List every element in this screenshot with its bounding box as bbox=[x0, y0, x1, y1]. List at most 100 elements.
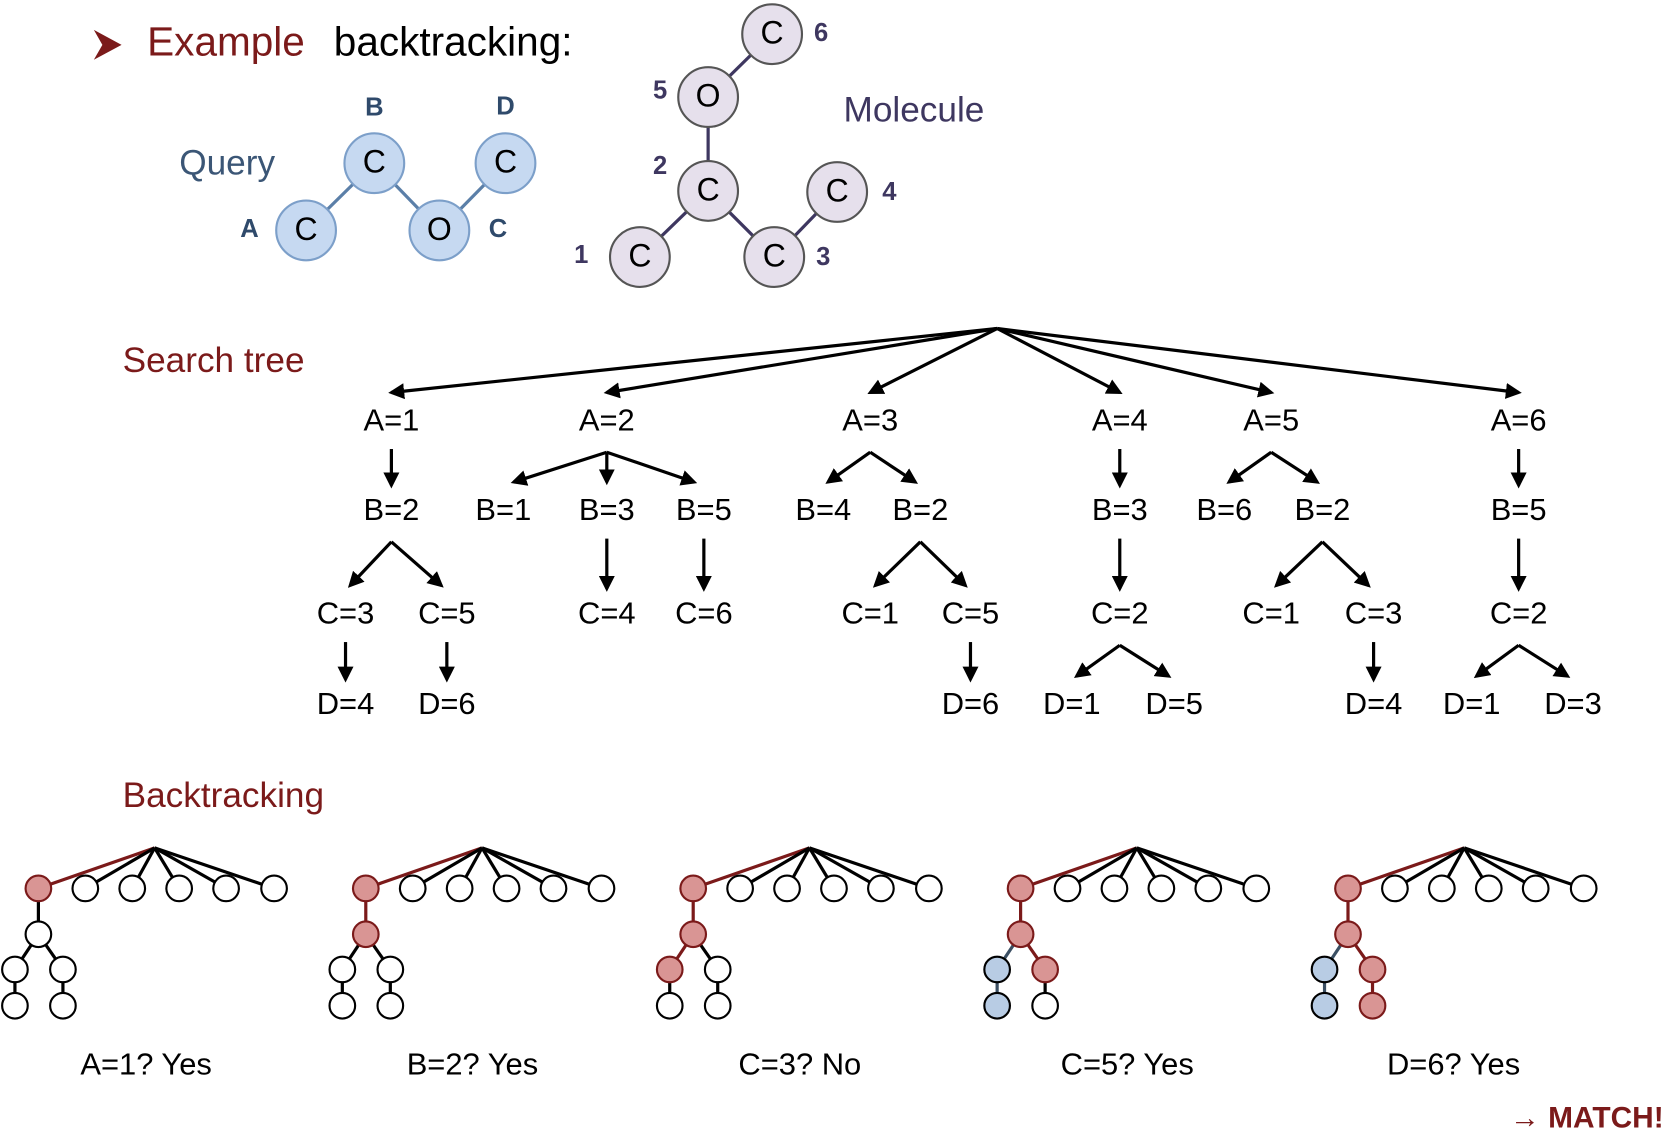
tree-node-label: B=5 bbox=[676, 492, 732, 527]
tree-edge bbox=[1118, 643, 1172, 678]
mini-node bbox=[49, 955, 77, 984]
query-atom bbox=[474, 132, 537, 195]
mini-node bbox=[1147, 874, 1176, 903]
mini-node bbox=[1474, 874, 1503, 903]
mini-node bbox=[351, 920, 380, 949]
tree-node-label: B=2 bbox=[363, 492, 419, 527]
mini-edge bbox=[1136, 846, 1257, 890]
mini-node bbox=[24, 920, 53, 949]
mini-node bbox=[539, 874, 568, 903]
tree-edge bbox=[1073, 643, 1121, 679]
tree-edge bbox=[510, 450, 608, 486]
step-caption: D=6? Yes bbox=[1387, 1047, 1520, 1082]
tree-edge bbox=[996, 326, 1275, 398]
mini-node bbox=[118, 874, 147, 903]
mini-node bbox=[1031, 991, 1059, 1020]
mini-node bbox=[1053, 874, 1082, 903]
mini-edge bbox=[365, 846, 483, 890]
mini-node bbox=[983, 991, 1011, 1020]
molecule-atom-id: 2 bbox=[653, 152, 667, 180]
molecule-atom bbox=[677, 160, 740, 222]
mini-node bbox=[328, 955, 357, 984]
mini-node bbox=[1334, 920, 1362, 949]
query-atom-id: B bbox=[365, 94, 383, 122]
molecule-atom-id: 3 bbox=[816, 243, 830, 271]
query-atom-symbol: O bbox=[427, 211, 452, 247]
mini-node bbox=[1100, 874, 1129, 903]
tree-node-label: C=4 bbox=[578, 596, 636, 631]
mini-node bbox=[1310, 955, 1339, 984]
tree-node-label: C=5 bbox=[418, 596, 476, 631]
molecule-atom-id: 6 bbox=[814, 19, 828, 47]
query-label: Query bbox=[179, 144, 275, 183]
tree-node-label: A=3 bbox=[842, 403, 898, 438]
mini-node bbox=[1569, 874, 1598, 903]
tree-edge bbox=[869, 450, 919, 484]
molecule-atom bbox=[741, 3, 804, 66]
molecule-atom-symbol: C bbox=[761, 15, 784, 51]
step-caption: C=3? No bbox=[738, 1047, 861, 1082]
tree-edge bbox=[390, 540, 444, 588]
tree-node-label: A=4 bbox=[1092, 403, 1148, 438]
mini-node bbox=[376, 991, 405, 1020]
mini-node bbox=[726, 874, 754, 903]
tree-node-label: D=4 bbox=[317, 686, 375, 721]
tree-edge bbox=[1274, 540, 1324, 588]
mini-node bbox=[1358, 991, 1387, 1020]
mini-edge bbox=[37, 846, 156, 890]
tree-edge bbox=[388, 326, 998, 400]
tree-node-label: B=2 bbox=[892, 492, 948, 527]
molecule-atom bbox=[677, 66, 740, 129]
tree-node-label: B=6 bbox=[1196, 492, 1252, 527]
tree-node-label: A=1 bbox=[363, 403, 419, 438]
tree-node-label: B=2 bbox=[1294, 492, 1350, 527]
tree-node-label: D=6 bbox=[418, 686, 476, 721]
tree-edge bbox=[1517, 643, 1571, 678]
mini-node bbox=[1358, 955, 1387, 984]
tree-edge bbox=[872, 540, 922, 588]
tree-node-label: A=2 bbox=[579, 403, 635, 438]
molecule-atom-id: 1 bbox=[574, 241, 588, 269]
query-atom-id: D bbox=[496, 93, 514, 121]
mini-node bbox=[260, 874, 288, 903]
bullet bbox=[93, 29, 122, 60]
mini-node bbox=[820, 874, 848, 903]
tree-node-label: B=3 bbox=[1092, 492, 1148, 527]
tree-node-label: D=5 bbox=[1145, 686, 1203, 721]
mini-node bbox=[587, 874, 616, 903]
mini-node bbox=[1427, 874, 1456, 903]
molecule-atom bbox=[743, 226, 806, 288]
mini-edge bbox=[1463, 846, 1585, 890]
mini-edge bbox=[481, 846, 602, 890]
tree-edge bbox=[606, 450, 698, 486]
mini-node bbox=[773, 874, 801, 903]
tree-node-label: B=4 bbox=[795, 492, 851, 527]
backtracking-label: Backtracking bbox=[123, 776, 324, 815]
tree-node-label: C=1 bbox=[841, 596, 899, 631]
mini-node bbox=[1, 991, 29, 1020]
mini-node bbox=[492, 874, 521, 903]
mini-node bbox=[679, 920, 708, 949]
query-atom-id: C bbox=[489, 215, 507, 243]
tree-node-label: B=3 bbox=[579, 492, 635, 527]
mini-node bbox=[71, 874, 100, 903]
result: → MATCH! bbox=[1510, 1102, 1664, 1135]
tree-node-label: C=6 bbox=[675, 596, 733, 631]
tree-node-label: D=6 bbox=[942, 686, 1000, 721]
molecule-atom bbox=[608, 226, 671, 288]
tree-edge bbox=[1473, 643, 1520, 679]
molecule-atom-id: 5 bbox=[653, 77, 667, 105]
mini-node bbox=[915, 874, 943, 903]
mini-node bbox=[1031, 955, 1059, 984]
tree-node-label: A=6 bbox=[1491, 403, 1547, 438]
mini-node bbox=[24, 874, 53, 903]
tree-edge bbox=[1226, 450, 1273, 484]
molecule-atom-id: 4 bbox=[882, 178, 897, 206]
tree-node-label: D=4 bbox=[1345, 686, 1403, 721]
molecule-atom-symbol: C bbox=[763, 238, 786, 274]
mini-edge bbox=[808, 846, 930, 890]
mini-node bbox=[1521, 874, 1550, 903]
tree-node-label: D=1 bbox=[1443, 686, 1501, 721]
mini-node bbox=[165, 874, 194, 903]
mini-node bbox=[703, 991, 732, 1020]
